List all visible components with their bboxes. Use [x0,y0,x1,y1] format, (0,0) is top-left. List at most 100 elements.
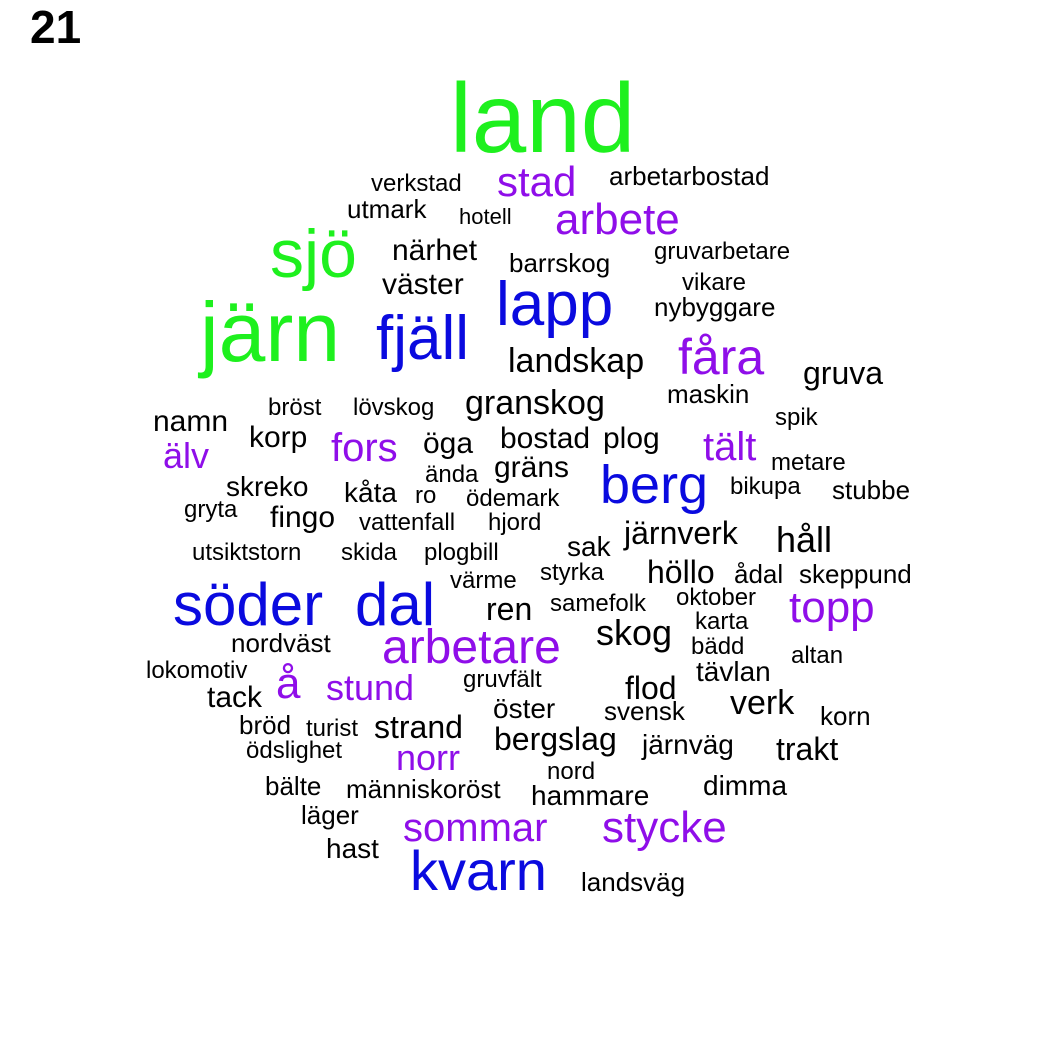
word-namn: namn [153,405,229,438]
word-land: land [450,63,636,173]
word-järnverk: järnverk [624,515,738,551]
word-fingo: fingo [270,501,336,534]
word-stycke: stycke [602,803,727,852]
word-trakt: trakt [776,731,839,767]
word-ådal: ådal [734,559,784,589]
word-gruva: gruva [803,355,884,391]
word-bälte: bälte [265,771,322,801]
word-nybyggare: nybyggare [654,292,776,322]
word-oktober: oktober [676,584,757,611]
word-sommar: sommar [403,806,548,850]
word-människoröst: människoröst [346,774,501,804]
word-skog: skog [596,612,673,653]
word-håll: håll [776,519,833,560]
word-gruvarbetare: gruvarbetare [654,238,791,265]
word-kvarn: kvarn [410,839,547,902]
word-skida: skida [341,539,398,566]
word-vattenfall: vattenfall [359,509,456,536]
word-kåta: kåta [344,477,397,508]
word-skeppund: skeppund [799,559,912,589]
word-gryta: gryta [184,496,238,523]
word-maskin: maskin [667,379,750,409]
word-utmark: utmark [347,194,427,224]
word-bädd: bädd [691,633,745,660]
word-dimma: dimma [703,770,788,801]
word-bostad: bostad [500,422,591,455]
word-älv: älv [163,435,210,476]
word-korp: korp [249,421,308,454]
word-styrka: styrka [540,559,605,586]
panel-number: 21 [30,1,82,53]
word-landskap: landskap [508,342,645,380]
word-plogbill: plogbill [424,539,499,566]
word-utsiktstorn: utsiktstorn [192,539,302,566]
word-turist: turist [306,715,359,742]
word-topp: topp [789,583,875,632]
word-verkstad: verkstad [371,170,462,197]
word-bikupa: bikupa [730,473,801,500]
word-bröst: bröst [268,394,322,421]
word-samefolk: samefolk [550,590,647,617]
word-höllo: höllo [647,554,715,590]
word-ro: ro [415,482,437,509]
word-arbetarbostad: arbetarbostad [609,161,770,191]
word-skreko: skreko [226,471,309,502]
word-tält: tält [703,425,757,469]
word-öster: öster [493,693,556,724]
word-bröd: bröd [239,710,292,740]
word-spik: spik [775,404,818,431]
word-hammare: hammare [531,780,650,811]
word-ödemark: ödemark [466,485,560,512]
word-korn: korn [820,701,871,731]
word-väster: väster [382,268,464,301]
word-sjö: sjö [270,216,357,292]
word-strand: strand [374,709,463,745]
word-tävlan: tävlan [696,656,771,687]
word-sak: sak [567,531,611,562]
word-tack: tack [207,681,263,714]
word-nord: nord [547,758,596,785]
word-hotell: hotell [459,204,512,229]
word-ödslighet: ödslighet [246,737,343,764]
word-järnväg: järnväg [642,729,734,760]
word-å: å [276,659,301,708]
word-landsväg: landsväg [581,867,686,897]
word-berg: berg [600,455,709,515]
word-flod: flod [625,670,677,706]
word-vikare: vikare [682,269,747,296]
word-hjord: hjord [488,509,542,536]
word-nordväst: nordväst [231,628,331,658]
word-gruvfält: gruvfält [463,666,542,693]
word-stad: stad [497,158,577,205]
word-karta: karta [695,608,749,635]
word-lokomotiv: lokomotiv [146,657,248,684]
word-dal: dal [355,571,436,638]
word-hast: hast [326,833,379,864]
word-bergslag: bergslag [494,721,617,757]
word-söder: söder [173,571,324,638]
word-värme: värme [450,567,517,594]
word-stubbe: stubbe [832,475,911,505]
word-fjäll: fjäll [376,304,470,373]
word-verk: verk [730,684,795,722]
word-lapp: lapp [496,270,614,339]
word-metare: metare [771,449,846,476]
word-öga: öga [423,427,474,460]
word-arbetare: arbetare [382,621,561,674]
word-närhet: närhet [392,234,478,267]
word-gräns: gräns [494,451,570,484]
word-barrskog: barrskog [509,248,611,278]
word-stund: stund [326,667,415,708]
word-läger: läger [301,800,359,830]
word-ren: ren [486,591,533,627]
word-arbete: arbete [555,195,680,244]
word-järn: järn [200,285,341,379]
word-plog: plog [603,422,660,455]
word-lövskog: lövskog [353,394,435,421]
word-ända: ända [425,461,479,488]
word-fåra: fåra [678,329,765,385]
word-altan: altan [791,642,844,669]
word-fors: fors [331,426,398,470]
word-granskog: granskog [465,384,605,422]
